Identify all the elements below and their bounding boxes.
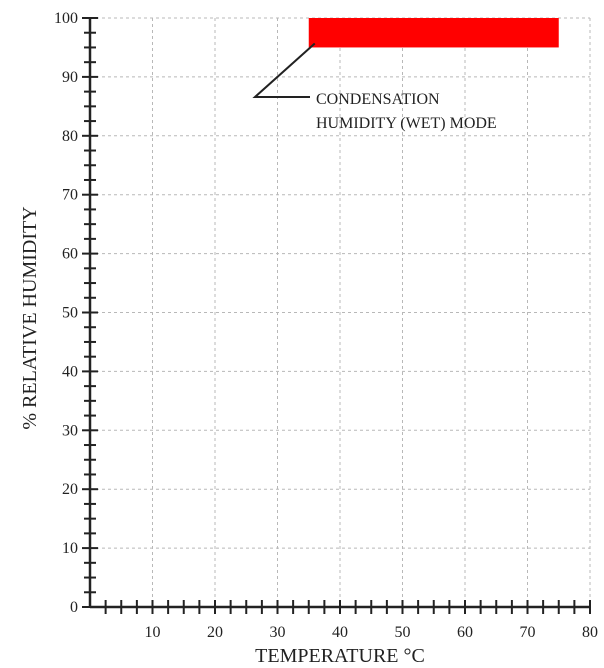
x-axis-title: TEMPERATURE °C	[255, 645, 425, 667]
y-tick-label: 80	[62, 128, 78, 145]
x-tick-label: 60	[457, 624, 473, 641]
y-tick-label: 0	[70, 599, 78, 616]
x-tick-label: 80	[582, 624, 598, 641]
y-tick-label: 20	[62, 481, 78, 498]
y-tick-label: 50	[62, 305, 78, 322]
y-tick-label: 100	[54, 10, 78, 27]
y-tick-label: 70	[62, 187, 78, 204]
y-tick-label: 60	[62, 246, 78, 263]
annotation-line-1: CONDENSATION	[316, 91, 440, 108]
annotation-line-2: HUMIDITY (WET) MODE	[316, 115, 497, 132]
annotation-group: CONDENSATION HUMIDITY (WET) MODE	[252, 42, 497, 132]
y-tick-label: 10	[62, 540, 78, 557]
x-tick-label: 40	[332, 624, 348, 641]
x-tick-label: 70	[520, 624, 536, 641]
x-tick-label: 20	[207, 624, 223, 641]
y-tick-label: 40	[62, 363, 78, 380]
y-tick-label: 30	[62, 422, 78, 439]
region-layer	[308, 18, 559, 48]
y-tick-label: 90	[62, 69, 78, 86]
condensation-region	[308, 18, 559, 48]
x-ticks: 10 20 30 40 50 60 70 80	[104, 600, 598, 641]
x-tick-label: 10	[145, 624, 161, 641]
x-tick-label: 30	[270, 624, 286, 641]
y-axis-title: % RELATIVE HUMIDITY	[19, 206, 41, 429]
x-tick-label: 50	[395, 624, 411, 641]
y-ticks: 0 10 20 30 40 50 60 70 80 90 100	[54, 10, 98, 616]
annotation-leader-line	[252, 42, 316, 98]
